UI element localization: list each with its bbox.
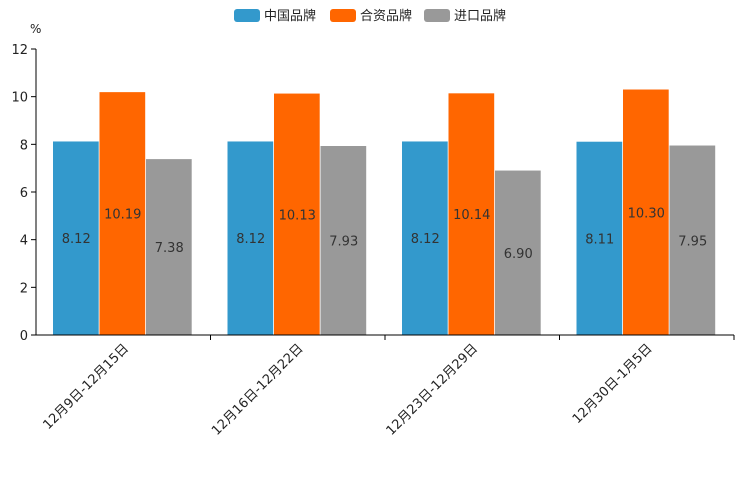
y-tick-label: 2	[20, 281, 28, 296]
bar-2-3	[448, 93, 495, 335]
data-label-3-1: 7.38	[155, 241, 184, 256]
legend-label-2: 合资品牌	[360, 8, 412, 24]
data-label-3-4: 7.95	[678, 234, 707, 249]
x-category-label-1: 12月9日-12月15日	[40, 341, 132, 433]
data-label-1-2: 8.12	[236, 232, 265, 247]
y-tick-label: 8	[20, 138, 28, 153]
data-label-1-1: 8.12	[62, 232, 91, 247]
data-label-3-2: 7.93	[329, 235, 358, 250]
bar-2-2	[274, 93, 320, 336]
data-label-1-4: 8.11	[585, 232, 614, 247]
legend-label-1: 中国品牌	[264, 8, 316, 24]
data-label-2-1: 10.19	[104, 208, 141, 223]
x-category-label-2: 12月16日-12月22日	[209, 341, 306, 438]
x-category-label-4: 12月30日-1月5日	[570, 341, 656, 427]
bar-3-4	[669, 145, 716, 335]
data-label-2-3: 10.14	[453, 208, 490, 223]
y-tick-label: 10	[11, 91, 28, 106]
bar-1-3	[402, 141, 448, 335]
bar-1-4	[576, 141, 623, 335]
data-label-1-3: 8.12	[411, 232, 440, 247]
legend-swatch-2	[330, 9, 356, 22]
legend-label-3: 进口品牌	[454, 8, 506, 24]
x-axis: 12月9日-12月15日 12月16日-12月22日 12月23日-12月29日 12…	[36, 334, 735, 439]
legend: 中国品牌 合资品牌 进口品牌	[234, 8, 506, 24]
bar-1-2	[227, 141, 274, 335]
bars: 8.12 10.19 7.38 8.12 10.13 7.93 8.12 10.14 6.90 8…	[53, 89, 716, 336]
data-label-3-3: 6.90	[504, 247, 533, 262]
bar-2-4	[623, 89, 669, 336]
bar-1-1	[53, 141, 99, 335]
legend-swatch-1	[234, 9, 260, 22]
data-label-2-4: 10.30	[628, 206, 665, 221]
y-tick-label: 12	[11, 43, 28, 58]
legend-swatch-3	[424, 9, 450, 22]
y-axis-unit: %	[30, 22, 41, 36]
x-category-label-3: 12月23日-12月29日	[384, 341, 481, 438]
y-tick-label: 0	[20, 329, 28, 344]
bar-2-1	[99, 92, 146, 335]
bar-3-3	[495, 170, 541, 335]
y-tick-label: 6	[20, 186, 28, 201]
y-tick-label: 4	[20, 234, 28, 249]
data-label-2-2: 10.13	[279, 208, 316, 223]
bar-3-2	[320, 146, 367, 335]
bar-3-1	[146, 159, 192, 335]
y-axis: 0 2 4 6 8 10 12	[11, 43, 37, 344]
